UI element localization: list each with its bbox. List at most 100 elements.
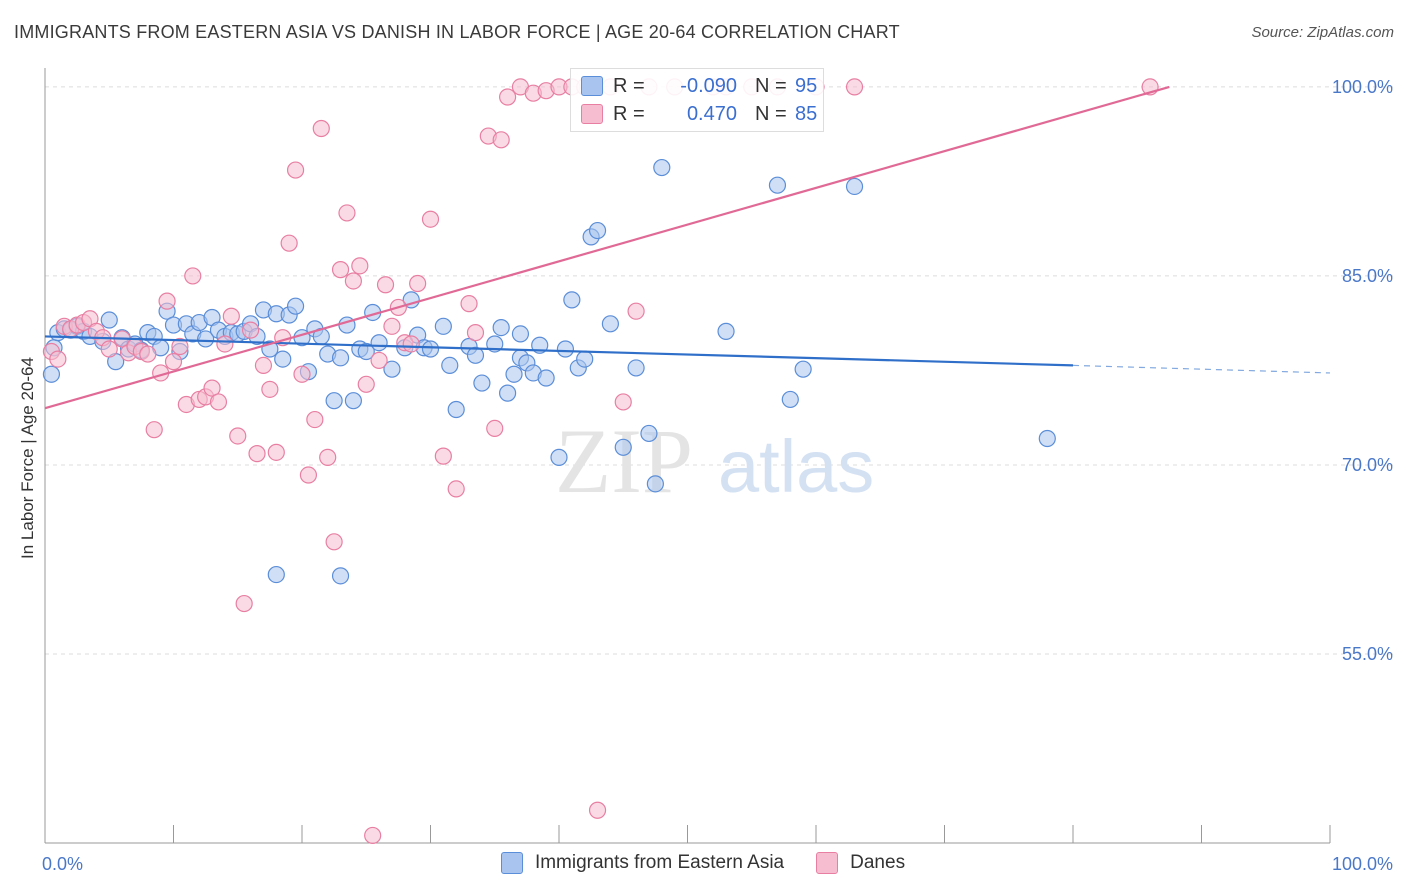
data-point [286,161,305,179]
data-point [781,390,799,409]
data-point [164,353,183,371]
data-point [499,384,517,402]
data-point [1038,429,1056,448]
data-point [447,400,465,419]
data-point [563,291,581,309]
legend-row-immigrants: R = -0.090 N = 95 [581,73,817,99]
data-point [376,276,395,294]
data-point [171,337,189,356]
watermark: ZIP atlas [555,410,874,512]
data-point [845,177,864,196]
data-point [768,176,787,194]
data-point [550,448,568,466]
data-point [325,392,343,410]
chart-title: IMMIGRANTS FROM EASTERN ASIA VS DANISH I… [14,22,900,42]
data-point [229,427,247,445]
legend-label-immigrants: Immigrants from Eastern Asia [534,852,785,873]
data-point [242,321,260,339]
legend-label-danes: Danes [850,852,906,873]
data-point [421,210,440,228]
data-point [344,392,362,410]
data-point [492,318,510,337]
data-point [331,567,350,585]
legend-n-value: 95 [795,74,818,97]
source-label: Source: ZipAtlas.com [1251,24,1394,41]
data-point [274,350,292,368]
data-point [197,330,215,348]
data-point [338,204,356,222]
data-point [351,257,369,275]
data-point [357,375,375,393]
data-point [627,359,645,377]
data-point [203,379,221,397]
data-point [383,317,401,335]
y-tick-label: 70.0% [1342,455,1393,475]
data-point [576,350,594,368]
data-point [845,78,864,96]
data-point [319,448,337,466]
data-point [627,302,645,320]
y-tick-label: 55.0% [1342,644,1393,664]
trend-line-immigrants-extension [1072,364,1331,374]
data-point [312,119,330,138]
data-point [614,393,632,411]
gridlines [45,86,1395,655]
data-point [145,421,163,439]
data-point [100,311,118,329]
data-point [646,475,664,493]
data-point [325,533,343,551]
data-point [614,438,632,456]
legend-swatch-blue [581,76,603,96]
data-point [100,340,118,358]
legend-r-label: R = [613,102,645,125]
data-point [42,365,61,383]
data-point [299,466,318,484]
data-point [640,424,658,443]
data-point [370,351,388,369]
data-point [139,345,157,363]
data-point [409,274,427,293]
data-point [158,292,176,310]
data-point [466,324,485,342]
data-point [248,445,266,463]
data-point [331,349,350,367]
legend-r-value: -0.090 [680,74,737,97]
x-tick-label: 100.0% [1332,854,1393,874]
x-tick-label: 0.0% [42,854,83,874]
data-point [364,826,382,845]
data-point [222,307,240,325]
data-point [254,356,273,374]
data-point [434,447,452,465]
data-point [49,350,67,368]
data-point [499,88,517,106]
data-point [505,365,523,383]
data-point [717,322,735,340]
data-point [601,315,620,333]
data-point [434,317,452,335]
data-point [447,480,465,498]
y-tick-label: 100.0% [1332,77,1393,97]
legend-swatch-pink [816,852,839,874]
data-point [216,335,234,353]
legend-n-value: 85 [795,102,818,125]
data-point [357,342,375,361]
data-point [588,221,607,240]
legend-item-immigrants[interactable]: Immigrants from Eastern Asia [500,852,785,874]
data-point [184,267,202,285]
data-point [344,272,362,290]
data-point [466,346,485,364]
data-point [794,360,812,378]
data-point [306,410,324,429]
data-point [370,334,388,352]
series-legend: Immigrants from Eastern Asia Danes [0,852,1406,874]
data-point [331,261,350,279]
watermark-atlas: atlas [718,425,874,508]
legend-row-danes: R = 0.470 N = 85 [581,101,817,127]
data-point [209,393,228,411]
legend-swatch-pink [581,104,603,124]
legend-item-danes[interactable]: Danes [816,852,905,874]
data-point [486,419,504,438]
data-point [267,443,285,461]
watermark-zip: ZIP [555,410,693,512]
